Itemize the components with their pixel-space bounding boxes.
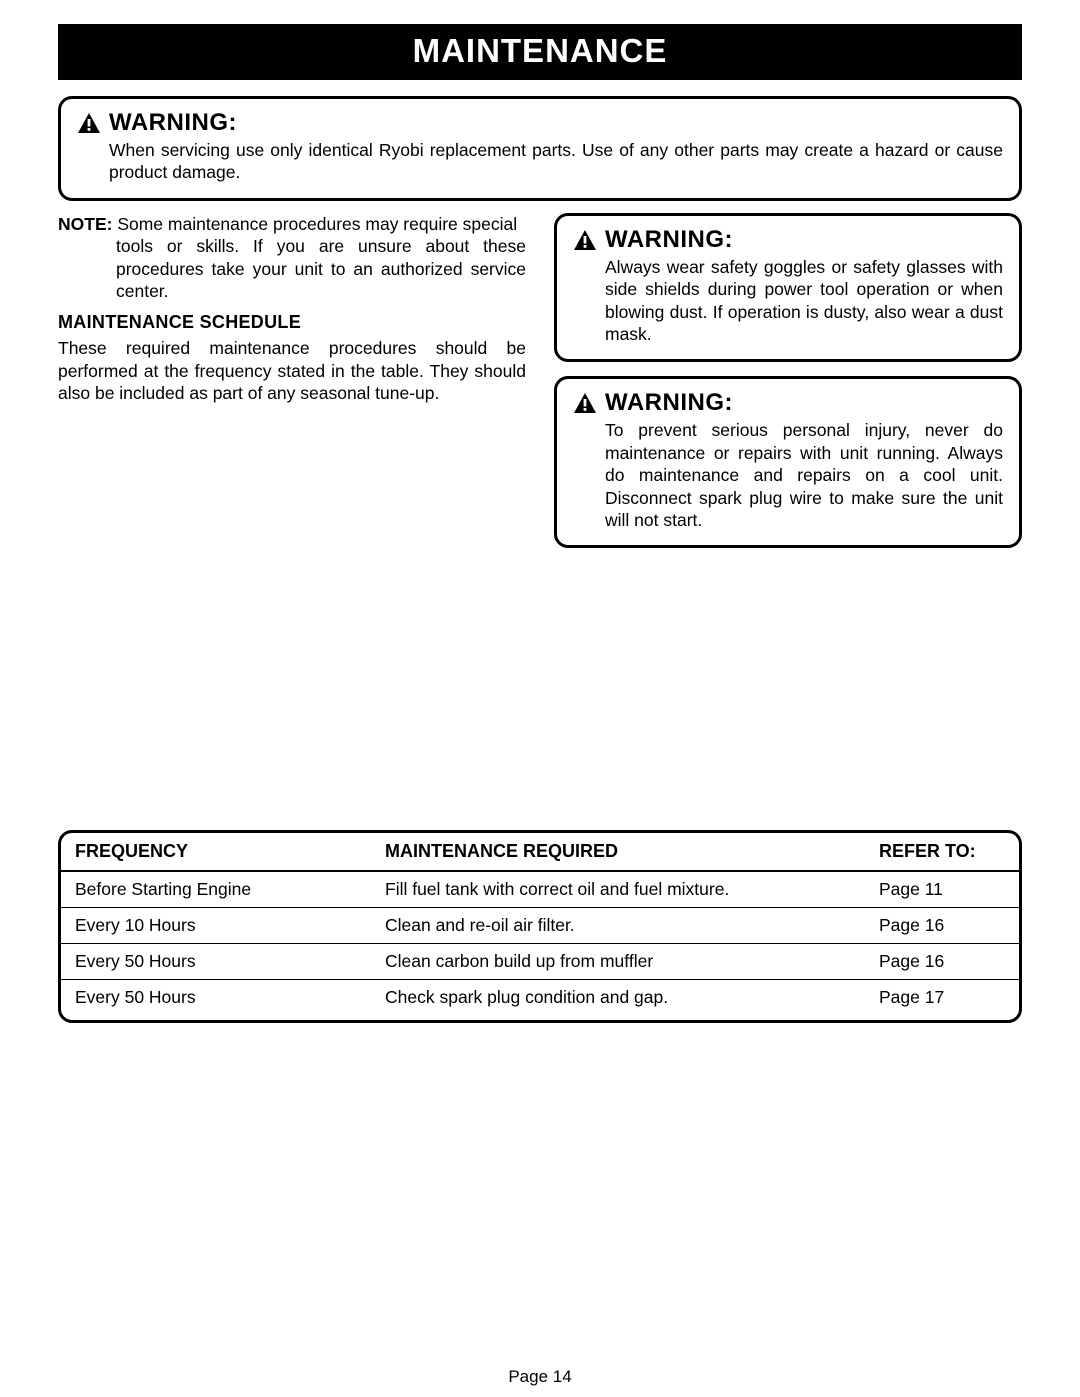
alert-triangle-icon <box>573 392 597 414</box>
cell-req: Clean carbon build up from muffler <box>325 944 849 980</box>
cell-freq: Every 10 Hours <box>61 908 325 944</box>
note-label: NOTE: <box>58 214 112 234</box>
table-row: Every 50 Hours Check spark plug conditio… <box>61 980 1019 1021</box>
th-refer: REFER TO: <box>849 833 1019 871</box>
note-rest: tools or skills. If you are unsure about… <box>116 235 526 302</box>
th-required: MAINTENANCE REQUIRED <box>325 833 849 871</box>
right-warning-1-text: Always wear safety goggles or safety gla… <box>605 256 1003 346</box>
cell-req: Clean and re-oil air filter. <box>325 908 849 944</box>
cell-freq: Before Starting Engine <box>61 871 325 908</box>
alert-triangle-icon <box>573 229 597 251</box>
top-warning-text: When servicing use only identical Ryobi … <box>109 139 1003 184</box>
warning-label: WARNING: <box>605 389 733 417</box>
page-number: Page 14 <box>0 1367 1080 1387</box>
warning-label: WARNING: <box>605 226 733 254</box>
top-warning-box: WARNING: When servicing use only identic… <box>58 96 1022 201</box>
right-warning-1: WARNING: Always wear safety goggles or s… <box>554 213 1022 363</box>
cell-req: Check spark plug condition and gap. <box>325 980 849 1021</box>
maintenance-table: FREQUENCY MAINTENANCE REQUIRED REFER TO:… <box>58 830 1022 1023</box>
th-frequency: FREQUENCY <box>61 833 325 871</box>
section-title: MAINTENANCE <box>58 24 1022 80</box>
right-warning-2: WARNING: To prevent serious personal inj… <box>554 376 1022 548</box>
cell-freq: Every 50 Hours <box>61 944 325 980</box>
schedule-text: These required maintenance procedures sh… <box>58 337 526 404</box>
warning-label: WARNING: <box>109 109 237 137</box>
cell-ref: Page 16 <box>849 908 1019 944</box>
cell-req: Fill fuel tank with correct oil and fuel… <box>325 871 849 908</box>
cell-ref: Page 16 <box>849 944 1019 980</box>
cell-ref: Page 17 <box>849 980 1019 1021</box>
cell-freq: Every 50 Hours <box>61 980 325 1021</box>
right-warning-2-text: To prevent serious personal injury, neve… <box>605 419 1003 531</box>
alert-triangle-icon <box>77 112 101 134</box>
schedule-heading: MAINTENANCE SCHEDULE <box>58 312 526 333</box>
table-row: Every 50 Hours Clean carbon build up fro… <box>61 944 1019 980</box>
cell-ref: Page 11 <box>849 871 1019 908</box>
table-row: Before Starting Engine Fill fuel tank wi… <box>61 871 1019 908</box>
table-header-row: FREQUENCY MAINTENANCE REQUIRED REFER TO: <box>61 833 1019 871</box>
note-block: NOTE: Some maintenance procedures may re… <box>58 213 526 303</box>
note-first-line: Some maintenance procedures may require … <box>117 214 517 234</box>
table-row: Every 10 Hours Clean and re-oil air filt… <box>61 908 1019 944</box>
